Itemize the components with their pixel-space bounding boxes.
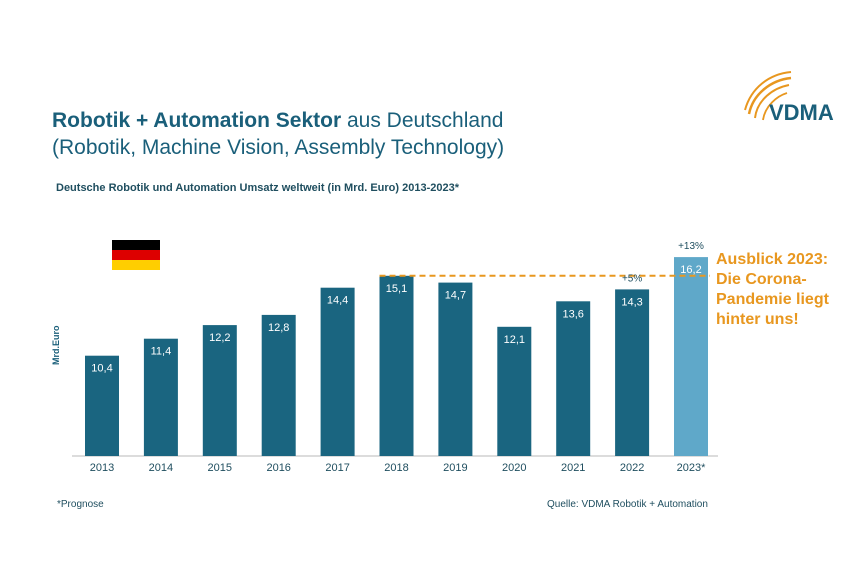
germany-flag-icon: [112, 240, 160, 270]
outlook-callout: Ausblick 2023: Die Corona- Pandemie lieg…: [716, 250, 829, 330]
footnote: *Prognose: [57, 499, 104, 510]
x-tick-label: 2021: [561, 462, 585, 474]
data-label: 16,2: [680, 264, 701, 276]
bar: [615, 289, 650, 456]
bar: [202, 325, 237, 456]
growth-label: +13%: [678, 241, 704, 252]
logo-text: VDMA: [769, 100, 834, 125]
data-label: 12,1: [504, 334, 525, 346]
bar: [143, 338, 178, 456]
bar: [379, 275, 414, 456]
bar: [497, 326, 532, 456]
x-tick-label: 2014: [149, 462, 173, 474]
outlook-line-1: Ausblick 2023:: [716, 251, 829, 268]
data-label: 14,7: [445, 290, 466, 302]
data-label: 14,4: [327, 295, 348, 307]
outlook-line-3: Pandemie liegt: [716, 291, 829, 308]
data-label: 15,1: [386, 283, 407, 295]
chart-title: Deutsche Robotik und Automation Umsatz w…: [56, 182, 459, 194]
growth-label: +5%: [622, 273, 642, 284]
x-tick-label: 2020: [502, 462, 526, 474]
x-tick-label: 2023*: [677, 462, 706, 474]
outlook-line-2: Die Corona-: [716, 271, 807, 288]
data-label: 12,8: [268, 322, 289, 334]
bar: [438, 282, 473, 456]
x-tick-label: 2017: [325, 462, 349, 474]
bar: [674, 257, 708, 456]
title-rest: aus Deutschland: [341, 109, 504, 132]
title-bold: Robotik + Automation Sektor: [52, 109, 342, 132]
x-tick-label: 2019: [443, 462, 467, 474]
x-tick-label: 2015: [208, 462, 232, 474]
source-note: Quelle: VDMA Robotik + Automation: [547, 499, 708, 510]
data-label: 11,4: [151, 346, 172, 358]
data-label: 14,3: [621, 296, 642, 308]
x-tick-label: 2018: [384, 462, 408, 474]
bar: [261, 314, 296, 456]
page-title: Robotik + Automation Sektor aus Deutschl…: [52, 107, 504, 161]
x-tick-label: 2022: [620, 462, 644, 474]
data-label: 12,2: [209, 332, 230, 344]
vdma-logo-icon: VDMA: [744, 71, 834, 125]
bar: [320, 287, 355, 456]
data-label: 13,6: [562, 308, 583, 320]
title-line2: (Robotik, Machine Vision, Assembly Techn…: [52, 136, 505, 159]
x-tick-label: 2016: [266, 462, 290, 474]
x-tick-label: 2013: [90, 462, 114, 474]
data-label: 10,4: [91, 363, 112, 375]
bar: [85, 355, 119, 456]
outlook-line-4: hinter uns!: [716, 311, 799, 328]
bar: [556, 301, 591, 456]
